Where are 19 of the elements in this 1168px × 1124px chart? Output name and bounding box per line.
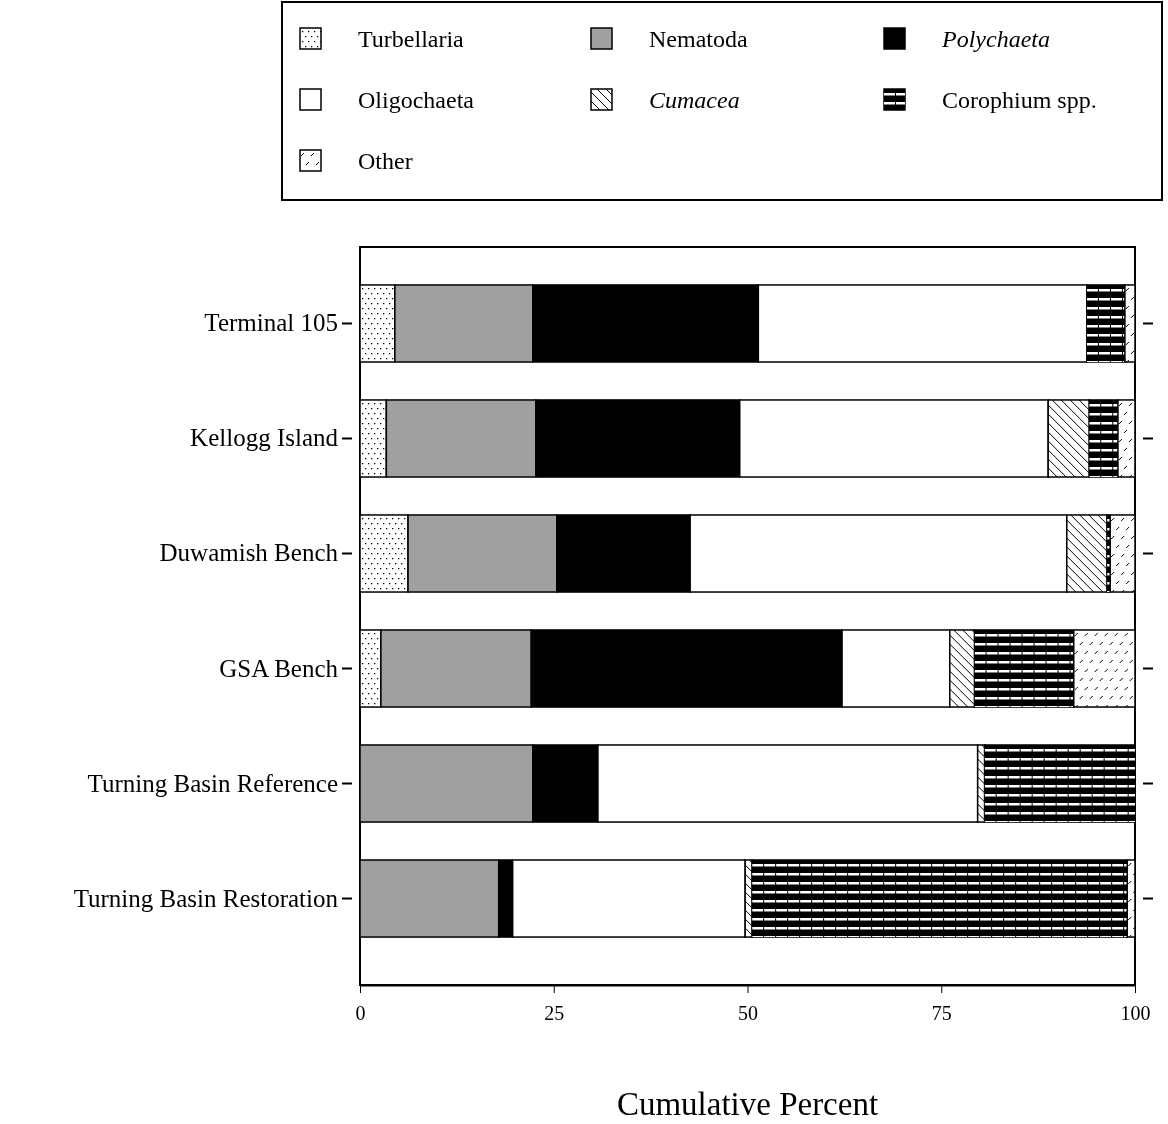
x-tick-label: 50	[738, 1002, 758, 1024]
x-tick-label: 0	[355, 1002, 366, 1024]
legend-label: Nematoda	[649, 26, 748, 52]
x-tick-label: 100	[1120, 1002, 1151, 1024]
y-tick-label: Duwamish Bench	[159, 539, 339, 567]
y-tick-label: Turning Basin Restoration	[73, 884, 339, 912]
y-tick-label: Terminal 105	[204, 309, 338, 337]
legend-label: Oligochaeta	[358, 87, 475, 113]
x-axis-title: Cumulative Percent	[616, 1086, 879, 1122]
legend-label: Other	[358, 148, 413, 174]
y-tick-label: Turning Basin Reference	[87, 769, 338, 797]
x-tick-label: 75	[931, 1002, 952, 1024]
legend-label: Cumacea	[649, 87, 740, 113]
legend-label: Polychaeta	[941, 26, 1050, 52]
y-tick-label: GSA Bench	[219, 654, 339, 682]
legend-label: Corophium spp.	[942, 87, 1097, 113]
y-tick-label: Kellogg Island	[190, 424, 339, 452]
x-tick-label: 25	[544, 1002, 565, 1024]
legend-label: Turbellaria	[358, 26, 465, 52]
